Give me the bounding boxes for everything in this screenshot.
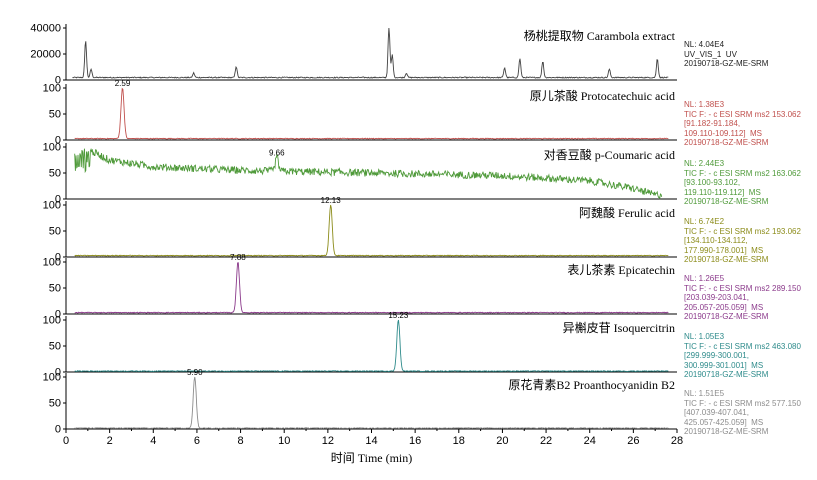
- series-line-4: [74, 262, 669, 314]
- x-tick-label: 16: [409, 435, 421, 447]
- y-tick-label-2: 50: [49, 168, 61, 180]
- y-tick-label-2: 100: [43, 142, 61, 154]
- x-tick-label: 12: [322, 435, 334, 447]
- y-tick-label-4: 100: [43, 257, 61, 269]
- x-tick-label: 10: [278, 435, 290, 447]
- panel-name-2: 对香豆酸 p-Coumaric acid: [544, 147, 675, 162]
- peak-label: 2.59: [115, 79, 131, 88]
- y-tick-label-1: 100: [43, 83, 61, 95]
- panel-name-4: 表儿茶素 Epicatechin: [567, 262, 675, 277]
- x-tick-label: 2: [107, 435, 113, 447]
- series-line-1: [74, 87, 669, 140]
- panel-name-0: 杨桃提取物 Carambola extract: [524, 28, 676, 43]
- series-line-6: [74, 376, 669, 430]
- y-tick-label-6: 100: [43, 372, 61, 384]
- peak-label: 12.13: [321, 196, 342, 205]
- y-tick-label-4: 0: [55, 309, 61, 321]
- panel-side-text-5: NL: 1.05E3 TIC F: - c ESI SRM ms2 463.08…: [684, 332, 801, 379]
- panel-side-text-1: NL: 1.38E3 TIC F: - c ESI SRM ms2 153.06…: [684, 100, 801, 147]
- panel-side-text-4: NL: 1.26E5 TIC F: - c ESI SRM ms2 289.15…: [684, 274, 801, 321]
- peak-label: 15.23: [388, 311, 409, 320]
- x-tick-label: 26: [627, 435, 639, 447]
- panel-side-text-0: NL: 4.04E4 UV_VIS_1 UV 20190718-GZ-ME-SR…: [684, 40, 769, 68]
- y-tick-label-3: 100: [43, 200, 61, 212]
- x-tick-label: 0: [63, 435, 69, 447]
- y-tick-label-6: 50: [49, 398, 61, 410]
- y-tick-label-4: 50: [49, 283, 61, 295]
- series-line-5: [74, 319, 669, 373]
- panel-name-5: 异槲皮苷 Isoquercitrin: [563, 321, 675, 335]
- y-tick-label-3: 50: [49, 226, 61, 238]
- panel-name-1: 原儿茶酸 Protocatechuic acid: [530, 88, 675, 103]
- x-tick-label: 14: [365, 435, 377, 447]
- y-tick-label-0: 20000: [30, 49, 61, 61]
- y-tick-label-6: 0: [55, 424, 61, 436]
- panel-side-text-3: NL: 6.74E2 TIC F: - c ESI SRM ms2 193.06…: [684, 217, 801, 264]
- x-tick-label: 8: [238, 435, 244, 447]
- peak-label: 7.88: [230, 253, 246, 262]
- panel-side-text-2: NL: 2.44E3 TIC F: - c ESI SRM ms2 163.06…: [684, 159, 801, 206]
- x-tick-label: 20: [496, 435, 508, 447]
- series-line-2: [74, 148, 663, 200]
- y-tick-label-3: 0: [55, 252, 61, 264]
- y-tick-label-5: 50: [49, 341, 61, 353]
- y-tick-label-0: 0: [55, 75, 61, 87]
- x-tick-label: 4: [150, 435, 156, 447]
- x-axis-label: 时间 Time (min): [331, 451, 413, 465]
- x-tick-label: 24: [584, 435, 596, 447]
- y-tick-label-5: 0: [55, 367, 61, 379]
- x-tick-label: 28: [671, 435, 683, 447]
- x-tick-label: 22: [540, 435, 552, 447]
- y-tick-label-5: 100: [43, 315, 61, 327]
- y-tick-label-0: 40000: [30, 23, 61, 35]
- y-tick-label-1: 0: [55, 135, 61, 147]
- panel-name-6: 原花青素B2 Proanthocyanidin B2: [508, 377, 675, 392]
- series-line-0: [72, 27, 669, 79]
- y-tick-label-1: 50: [49, 109, 61, 121]
- x-tick-label: 18: [453, 435, 465, 447]
- peak-label: 5.90: [187, 368, 203, 377]
- series-line-3: [74, 204, 669, 257]
- panel-name-3: 阿魏酸 Ferulic acid: [579, 205, 675, 220]
- y-tick-label-2: 0: [55, 194, 61, 206]
- peak-label: 9.66: [269, 148, 285, 157]
- x-tick-label: 6: [194, 435, 200, 447]
- panel-side-text-6: NL: 1.51E5 TIC F: - c ESI SRM ms2 577.15…: [684, 389, 801, 436]
